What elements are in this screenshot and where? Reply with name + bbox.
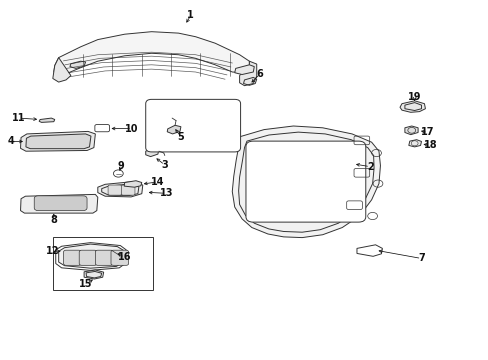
FancyBboxPatch shape [108, 185, 122, 195]
Polygon shape [26, 134, 91, 149]
Text: 19: 19 [407, 92, 421, 102]
Text: 9: 9 [118, 161, 124, 171]
FancyBboxPatch shape [245, 141, 365, 222]
Polygon shape [167, 125, 181, 134]
Text: 11: 11 [12, 113, 25, 123]
Polygon shape [53, 58, 71, 82]
Polygon shape [39, 118, 55, 122]
Text: 15: 15 [79, 279, 92, 289]
Polygon shape [20, 194, 98, 213]
Text: 8: 8 [50, 215, 57, 225]
FancyBboxPatch shape [34, 196, 87, 211]
Text: 7: 7 [417, 253, 424, 264]
Text: 5: 5 [177, 132, 184, 142]
Polygon shape [234, 65, 254, 75]
Text: 13: 13 [159, 188, 173, 198]
Polygon shape [54, 32, 249, 76]
FancyBboxPatch shape [121, 185, 135, 195]
FancyBboxPatch shape [63, 250, 81, 265]
Text: 10: 10 [125, 123, 139, 134]
Polygon shape [59, 244, 123, 268]
FancyBboxPatch shape [111, 250, 128, 265]
Polygon shape [239, 61, 256, 86]
Text: 2: 2 [366, 162, 373, 172]
Polygon shape [404, 126, 417, 135]
Text: 16: 16 [118, 252, 131, 262]
Polygon shape [399, 101, 425, 112]
Polygon shape [232, 126, 380, 238]
FancyBboxPatch shape [145, 99, 240, 152]
FancyBboxPatch shape [95, 250, 113, 265]
Text: 17: 17 [420, 127, 434, 138]
Polygon shape [84, 270, 103, 279]
Polygon shape [20, 131, 95, 151]
Bar [53, 237, 153, 290]
Polygon shape [408, 140, 421, 147]
Text: 6: 6 [256, 69, 263, 79]
Text: 18: 18 [423, 140, 436, 150]
Polygon shape [70, 61, 85, 68]
Text: 1: 1 [187, 10, 194, 21]
Text: 4: 4 [7, 136, 14, 147]
Polygon shape [98, 182, 142, 197]
Polygon shape [145, 147, 159, 157]
FancyBboxPatch shape [79, 250, 97, 265]
Text: 12: 12 [46, 246, 60, 256]
Polygon shape [124, 181, 142, 187]
Text: 3: 3 [161, 160, 168, 170]
Text: 14: 14 [151, 177, 164, 187]
